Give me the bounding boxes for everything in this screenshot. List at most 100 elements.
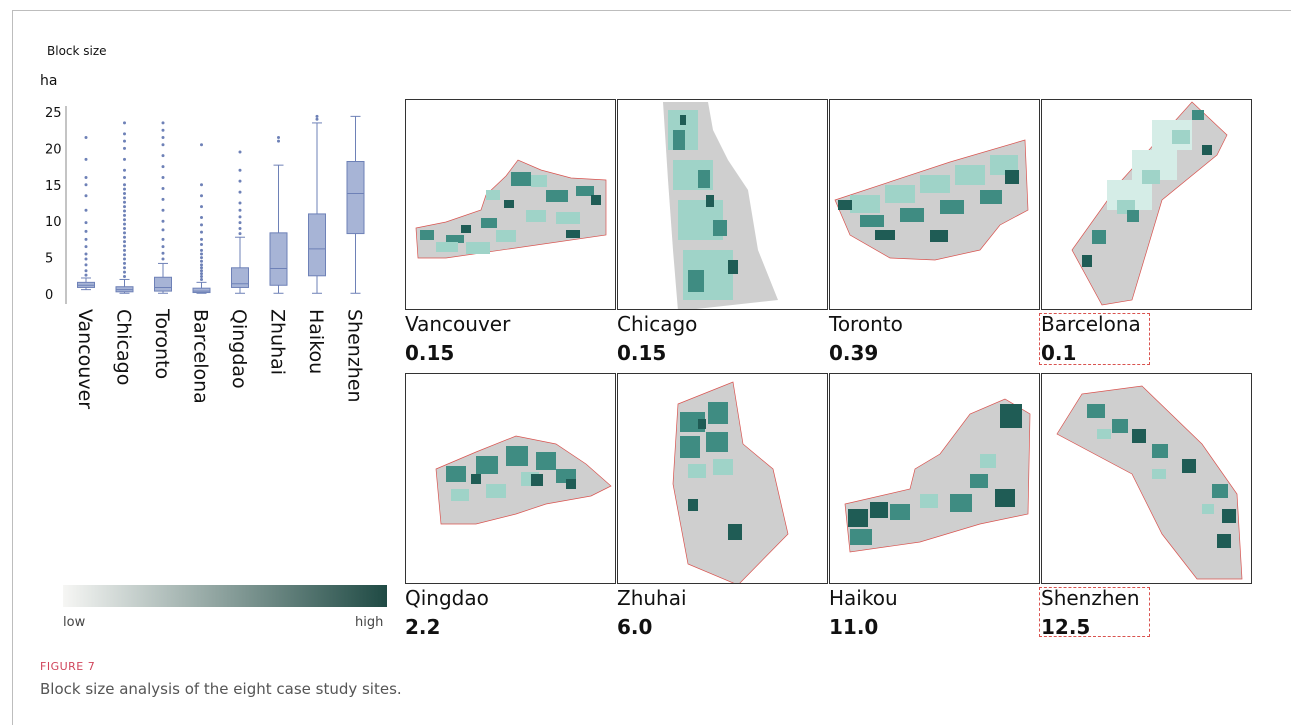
box-qingdao [231,267,249,288]
outlier-point [200,259,203,263]
outlier-point [238,208,242,212]
outlier-point [161,257,165,261]
outlier-point [84,245,88,249]
outlier-point [84,269,88,273]
outlier-point [123,121,126,125]
zhuhai-block-map [672,381,789,583]
outlier-point [161,135,165,139]
outlier-point [84,263,88,267]
outlier-point [123,266,126,270]
outlier-point [123,183,126,187]
figure-label: FIGURE 7 [40,660,96,673]
outlier-point [238,150,242,154]
outlier-point [200,230,203,234]
outlier-point [161,251,165,255]
outlier-point [84,237,88,241]
map-panel-zhuhai [617,373,828,584]
chart-title: Block size [47,44,107,58]
outlier-point [161,197,165,201]
outlier-point [84,273,88,277]
city-label-toronto: Toronto [829,312,903,336]
outlier-point [200,143,203,147]
outlier-point [123,196,126,200]
outlier-point [161,186,165,190]
box-zhuhai [269,232,288,286]
outlier-point [161,121,165,125]
outlier-point [200,242,203,246]
outlier-point [161,245,165,249]
outlier-point [200,237,203,241]
map-panel-barcelona [1041,99,1252,310]
y-tick-label: 25 [45,106,62,121]
value-label-qingdao: 2.2 [405,615,441,639]
value-label-zhuhai: 6.0 [617,615,653,639]
city-label-barcelona: Barcelona [1041,312,1141,336]
value-label-barcelona: 0.1 [1041,341,1077,365]
outlier-point [161,143,165,147]
city-label-zhuhai: Zhuhai [617,586,687,610]
outlier-point [123,200,126,204]
x-tick-label: Qingdao [228,309,250,389]
boxplot-chart: 0 5 10 15 20 25 Vancouver Chicago Toronto Barcelo… [45,106,366,409]
outlier-point [84,208,88,212]
outlier-point [200,275,203,279]
outlier-point [238,168,242,172]
outlier-point [315,114,319,118]
outlier-point [238,201,242,205]
figure-caption: Block size analysis of the eight case st… [40,680,402,698]
outlier-point [161,154,165,158]
outlier-point [200,183,203,187]
outlier-point [123,275,126,279]
outlier-point [238,232,242,236]
outlier-point [123,209,126,213]
y-tick-label: 0 [45,288,53,303]
box-shenzhen [346,161,365,235]
outlier-point [200,256,203,260]
outlier-point [161,128,165,132]
city-label-qingdao: Qingdao [405,586,489,610]
outlier-point [123,139,126,143]
outlier-point [238,221,242,225]
y-tick-label: 20 [45,142,62,157]
outlier-point [123,168,126,172]
outlier-point [200,205,203,209]
outlier-point [200,269,203,273]
box-haikou [308,213,326,277]
figure-frame [12,10,1291,725]
outlier-point [238,226,242,230]
outlier-point [84,229,88,233]
outlier-point [161,237,165,241]
outlier-point [84,257,88,261]
outlier-point [200,266,203,270]
outlier-point [84,157,88,161]
chicago-block-map [663,102,778,309]
outlier-point [161,208,165,212]
map-panel-shenzhen [1041,373,1252,584]
box-barcelona [192,287,211,294]
map-panel-haikou [829,373,1040,584]
city-label-haikou: Haikou [829,586,898,610]
city-label-vancouver: Vancouver [405,312,511,336]
outlier-point [200,252,203,256]
outlier-point [161,165,165,169]
highlight-box-barcelona [1039,313,1150,365]
outlier-point [123,192,126,196]
outlier-point [123,235,126,239]
haikou-block-map [844,398,1031,553]
outlier-point [123,218,126,222]
x-tick-label: Zhuhai [267,309,289,375]
outlier-point [123,240,126,244]
outlier-point [84,183,88,187]
outlier-point [123,270,126,274]
map-panel-qingdao [405,373,616,584]
outlier-point [238,190,242,194]
outlier-point [123,132,126,136]
outlier-point [200,277,203,281]
outlier-point [200,223,203,227]
outlier-point [277,135,280,139]
outlier-point [277,139,280,143]
highlight-box-shenzhen [1039,587,1150,637]
outlier-point [123,244,126,248]
outlier-point [200,272,203,276]
outlier-point [315,117,319,121]
